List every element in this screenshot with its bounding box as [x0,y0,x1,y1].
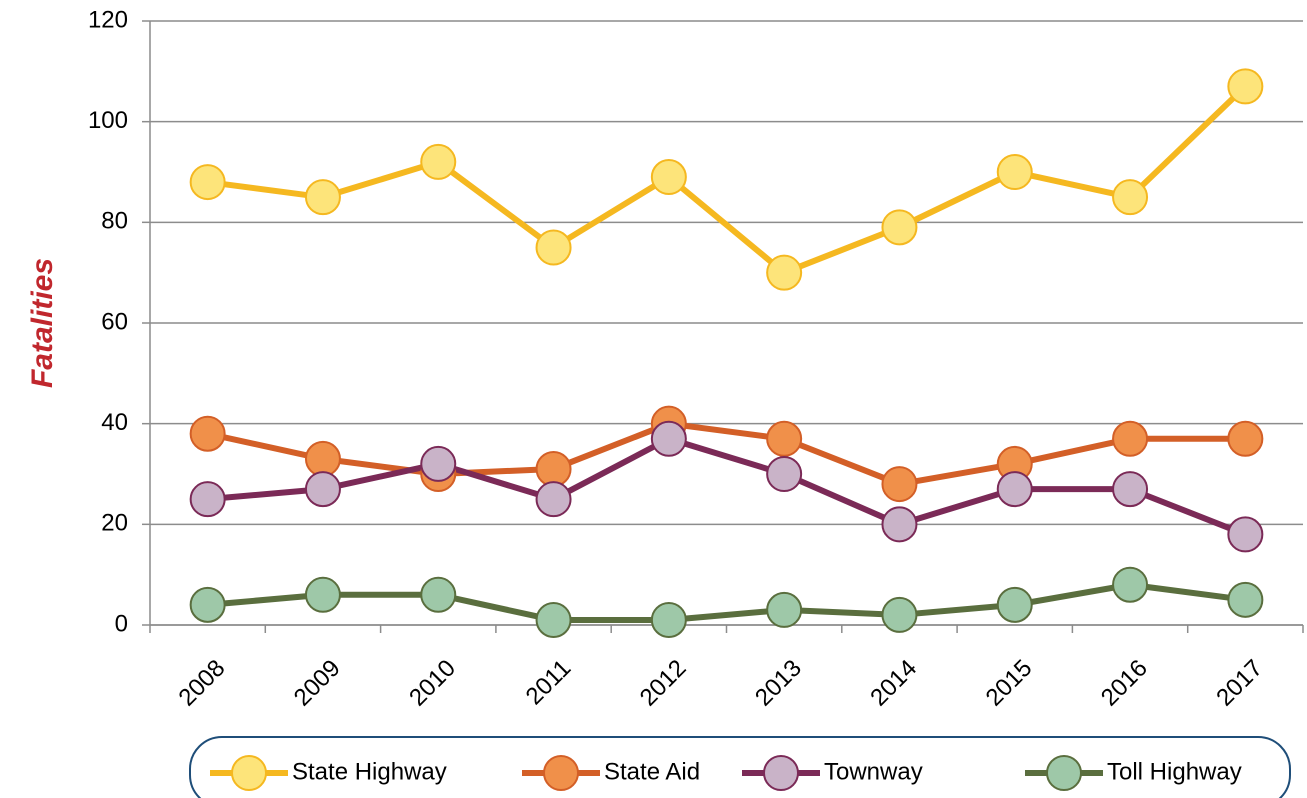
data-point [1112,566,1149,603]
data-point [881,506,918,543]
y-tick-label: 100 [88,107,128,134]
legend-box [189,736,1291,798]
data-point [304,471,341,508]
x-tick-label: 2014 [865,655,922,712]
data-point [1227,581,1264,618]
series-line [207,581,1246,623]
legend-marker [231,755,267,791]
series-line [207,435,1247,538]
data-point [881,466,918,503]
data-point [881,209,918,246]
x-tick-label: 2012 [635,655,692,712]
data-point [420,445,457,482]
data-point [304,179,341,216]
legend-marker [1046,755,1082,791]
data-point [1112,179,1149,216]
data-point [189,586,226,623]
data-point [650,601,687,638]
y-tick-label: 80 [101,208,128,235]
data-point [1227,68,1264,105]
series-line [207,84,1248,276]
data-point [1112,471,1149,508]
y-axis-label: Fatalities [26,258,59,388]
data-point [766,456,803,492]
y-tick-label: 120 [88,6,128,33]
data-point [189,164,226,201]
x-tick-label: 2016 [1096,655,1153,712]
y-tick-label: 40 [101,409,128,436]
data-point [996,471,1033,508]
y-tick-label: 60 [101,308,128,335]
data-point [1227,516,1264,553]
x-tick-label: 2013 [750,655,807,712]
data-point [189,415,226,452]
y-tick-label: 0 [115,610,128,637]
legend-label: State Highway [292,758,447,785]
x-tick-label: 2011 [521,655,577,711]
y-tick-label: 20 [101,510,128,537]
data-point [535,229,572,266]
x-tick-label: 2009 [289,655,346,712]
data-point [996,586,1033,623]
data-point [535,601,572,638]
data-point [650,420,687,457]
data-point [304,576,341,613]
data-point [535,481,572,518]
legend-label: State Aid [604,758,700,785]
data-point [650,159,687,196]
x-tick-label: 2015 [981,655,1038,712]
data-point [766,254,803,291]
legend-marker [543,755,579,791]
data-point [420,143,457,180]
x-tick-label: 2010 [404,655,461,712]
x-tick-label: 2017 [1211,655,1268,712]
data-point [304,440,341,477]
data-point [535,450,572,487]
data-point [420,576,457,613]
x-tick-label: 2008 [174,655,231,712]
data-point [766,420,803,457]
data-point [1112,420,1149,457]
data-point [1227,420,1264,457]
series-line [207,420,1246,488]
data-point [881,596,918,633]
legend-marker [763,755,799,791]
data-point [996,154,1033,190]
data-point [766,591,803,628]
data-point [189,481,226,518]
legend-label: Townway [824,758,923,785]
legend-label: Toll Highway [1107,758,1242,785]
